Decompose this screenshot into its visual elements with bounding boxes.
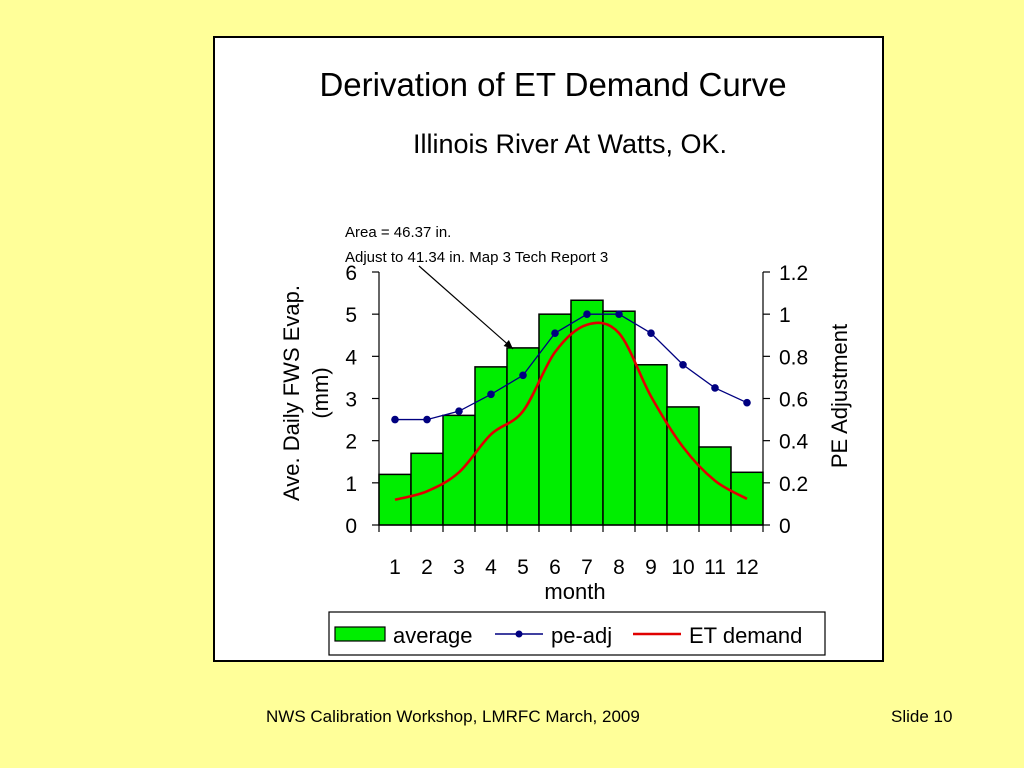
x-axis-label: month xyxy=(544,579,605,604)
slide-number: Slide 10 xyxy=(891,707,953,726)
bar-month-11 xyxy=(698,446,732,526)
legend-marker-pe-adj xyxy=(515,630,523,638)
y-axis-label-right: PE Adjustment xyxy=(827,324,852,468)
legend-label-pe-adj: pe-adj xyxy=(551,623,612,648)
bar-month-9 xyxy=(634,364,668,526)
pe-adj-point-month-2 xyxy=(423,415,431,424)
pe-adj-point-month-6 xyxy=(551,329,559,337)
bar-month-2 xyxy=(410,452,444,526)
y-left-tick-label-4: 4 xyxy=(345,346,357,369)
y-right-tick-label-1.2: 1.2 xyxy=(779,262,808,285)
x-tick-label-4: 4 xyxy=(485,556,497,579)
annotation-line-1: Area = 46.37 in. xyxy=(345,224,451,241)
bar-month-10 xyxy=(666,406,700,526)
bar-month-7 xyxy=(570,299,604,526)
chart-title: Derivation of ET Demand Curve xyxy=(319,66,786,103)
x-tick-label-6: 6 xyxy=(549,556,561,579)
x-tick-label-7: 7 xyxy=(581,556,593,579)
y-right-tick-label-0.4: 0.4 xyxy=(779,431,809,454)
x-tick-label-11: 11 xyxy=(704,556,726,579)
x-tick-label-2: 2 xyxy=(421,556,433,579)
annotation-arrow-head xyxy=(503,339,513,349)
y-right-tick-label-0.2: 0.2 xyxy=(779,473,808,496)
y-right-tick-label-0.6: 0.6 xyxy=(779,389,808,412)
y-right-tick-label-0.8: 0.8 xyxy=(779,346,808,369)
chart-subtitle: Illinois River At Watts, OK. xyxy=(413,129,727,159)
pe-adj-point-month-8 xyxy=(615,310,623,318)
legend-box xyxy=(328,611,826,656)
footer-workshop-text: NWS Calibration Workshop, LMRFC March, 2… xyxy=(266,707,640,726)
x-tick-label-8: 8 xyxy=(613,556,625,579)
x-tick-label-10: 10 xyxy=(671,556,694,579)
annotation-line-2: Adjust to 41.34 in. Map 3 Tech Report 3 xyxy=(345,249,608,266)
x-tick-label-3: 3 xyxy=(453,556,465,579)
annotation-arrow-line xyxy=(418,265,514,350)
y-right-tick-label-1: 1 xyxy=(779,304,791,327)
legend: average pe-adj ET demand xyxy=(328,611,826,656)
pe-adj-point-month-11 xyxy=(711,384,719,392)
bar-month-8 xyxy=(602,310,636,526)
pe-adj-point-month-7 xyxy=(583,310,591,318)
x-tick-label-9: 9 xyxy=(645,556,657,579)
pe-adj-point-month-9 xyxy=(647,329,655,337)
x-tick-label-5: 5 xyxy=(517,556,529,579)
x-tick-label-12: 12 xyxy=(735,556,758,579)
y-axis-label-left-line-1: Ave. Daily FWS Evap. xyxy=(279,285,304,501)
pe-adj-point-month-10 xyxy=(679,360,687,369)
y-left-tick-label-5: 5 xyxy=(345,304,357,327)
pe-adj-point-month-1 xyxy=(391,415,399,424)
bar-month-3 xyxy=(442,414,476,526)
y-left-tick-label-2: 2 xyxy=(345,431,357,454)
y-left-tick-label-3: 3 xyxy=(345,389,357,412)
pe-adj-point-month-4 xyxy=(487,390,495,399)
y-right-tick-label-0: 0 xyxy=(779,515,791,538)
et-demand-line xyxy=(394,321,748,501)
chart-frame: Derivation of ET Demand Curve Illinois R… xyxy=(213,36,884,662)
pe-adj-line xyxy=(395,313,748,421)
chart-canvas: Derivation of ET Demand Curve Illinois R… xyxy=(279,66,852,656)
y-axis-label-left-line-2: (mm) xyxy=(308,367,333,418)
pe-adj-point-month-5 xyxy=(519,371,527,380)
y-left-tick-label-6: 6 xyxy=(345,262,357,285)
legend-label-et-demand: ET demand xyxy=(689,623,802,648)
pe-adj-point-month-3 xyxy=(455,407,463,415)
pe-adj-point-month-12 xyxy=(743,398,751,407)
bar-month-6 xyxy=(538,313,572,526)
y-left-tick-label-1: 1 xyxy=(345,473,357,496)
y-left-tick-label-0: 0 xyxy=(345,515,357,538)
legend-label-average: average xyxy=(393,623,473,648)
legend-swatch-average xyxy=(334,626,386,642)
x-tick-label-1: 1 xyxy=(389,556,401,579)
